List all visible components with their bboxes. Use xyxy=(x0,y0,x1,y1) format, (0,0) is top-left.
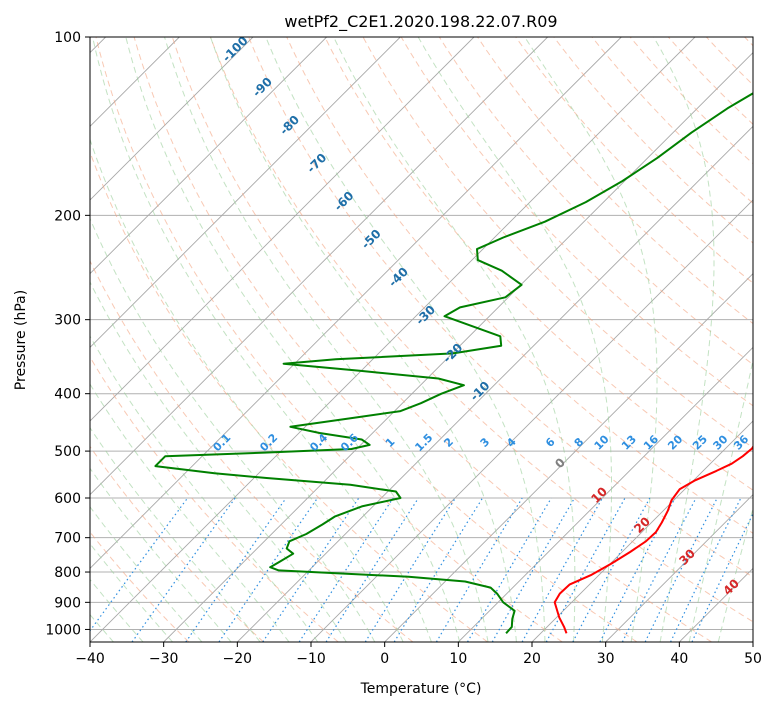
x-tick-label: −40 xyxy=(75,651,105,667)
x-tick-label: −20 xyxy=(223,651,253,667)
x-axis-label: Temperature (°C) xyxy=(360,681,482,697)
y-tick-label: 400 xyxy=(54,387,81,403)
y-tick-label: 500 xyxy=(54,444,81,460)
y-tick-label: 200 xyxy=(54,208,81,224)
x-tick-label: 50 xyxy=(744,651,762,667)
x-tick-label: 10 xyxy=(449,651,467,667)
x-tick-label: 0 xyxy=(380,651,389,667)
x-tick-label: −10 xyxy=(296,651,326,667)
chart-title: wetPf2_C2E1.2020.198.22.07.R09 xyxy=(284,12,557,32)
x-tick-label: 20 xyxy=(523,651,541,667)
y-tick-label: 1000 xyxy=(45,622,81,638)
y-axis-label: Pressure (hPa) xyxy=(13,290,29,390)
x-tick-label: 40 xyxy=(670,651,688,667)
y-tick-label: 100 xyxy=(54,30,81,46)
y-tick-label: 900 xyxy=(54,595,81,611)
x-tick-label: 30 xyxy=(597,651,615,667)
y-tick-label: 700 xyxy=(54,531,81,547)
x-tick-label: −30 xyxy=(149,651,179,667)
y-tick-label: 600 xyxy=(54,491,81,507)
y-tick-label: 800 xyxy=(54,565,81,581)
y-tick-label: 300 xyxy=(54,313,81,329)
